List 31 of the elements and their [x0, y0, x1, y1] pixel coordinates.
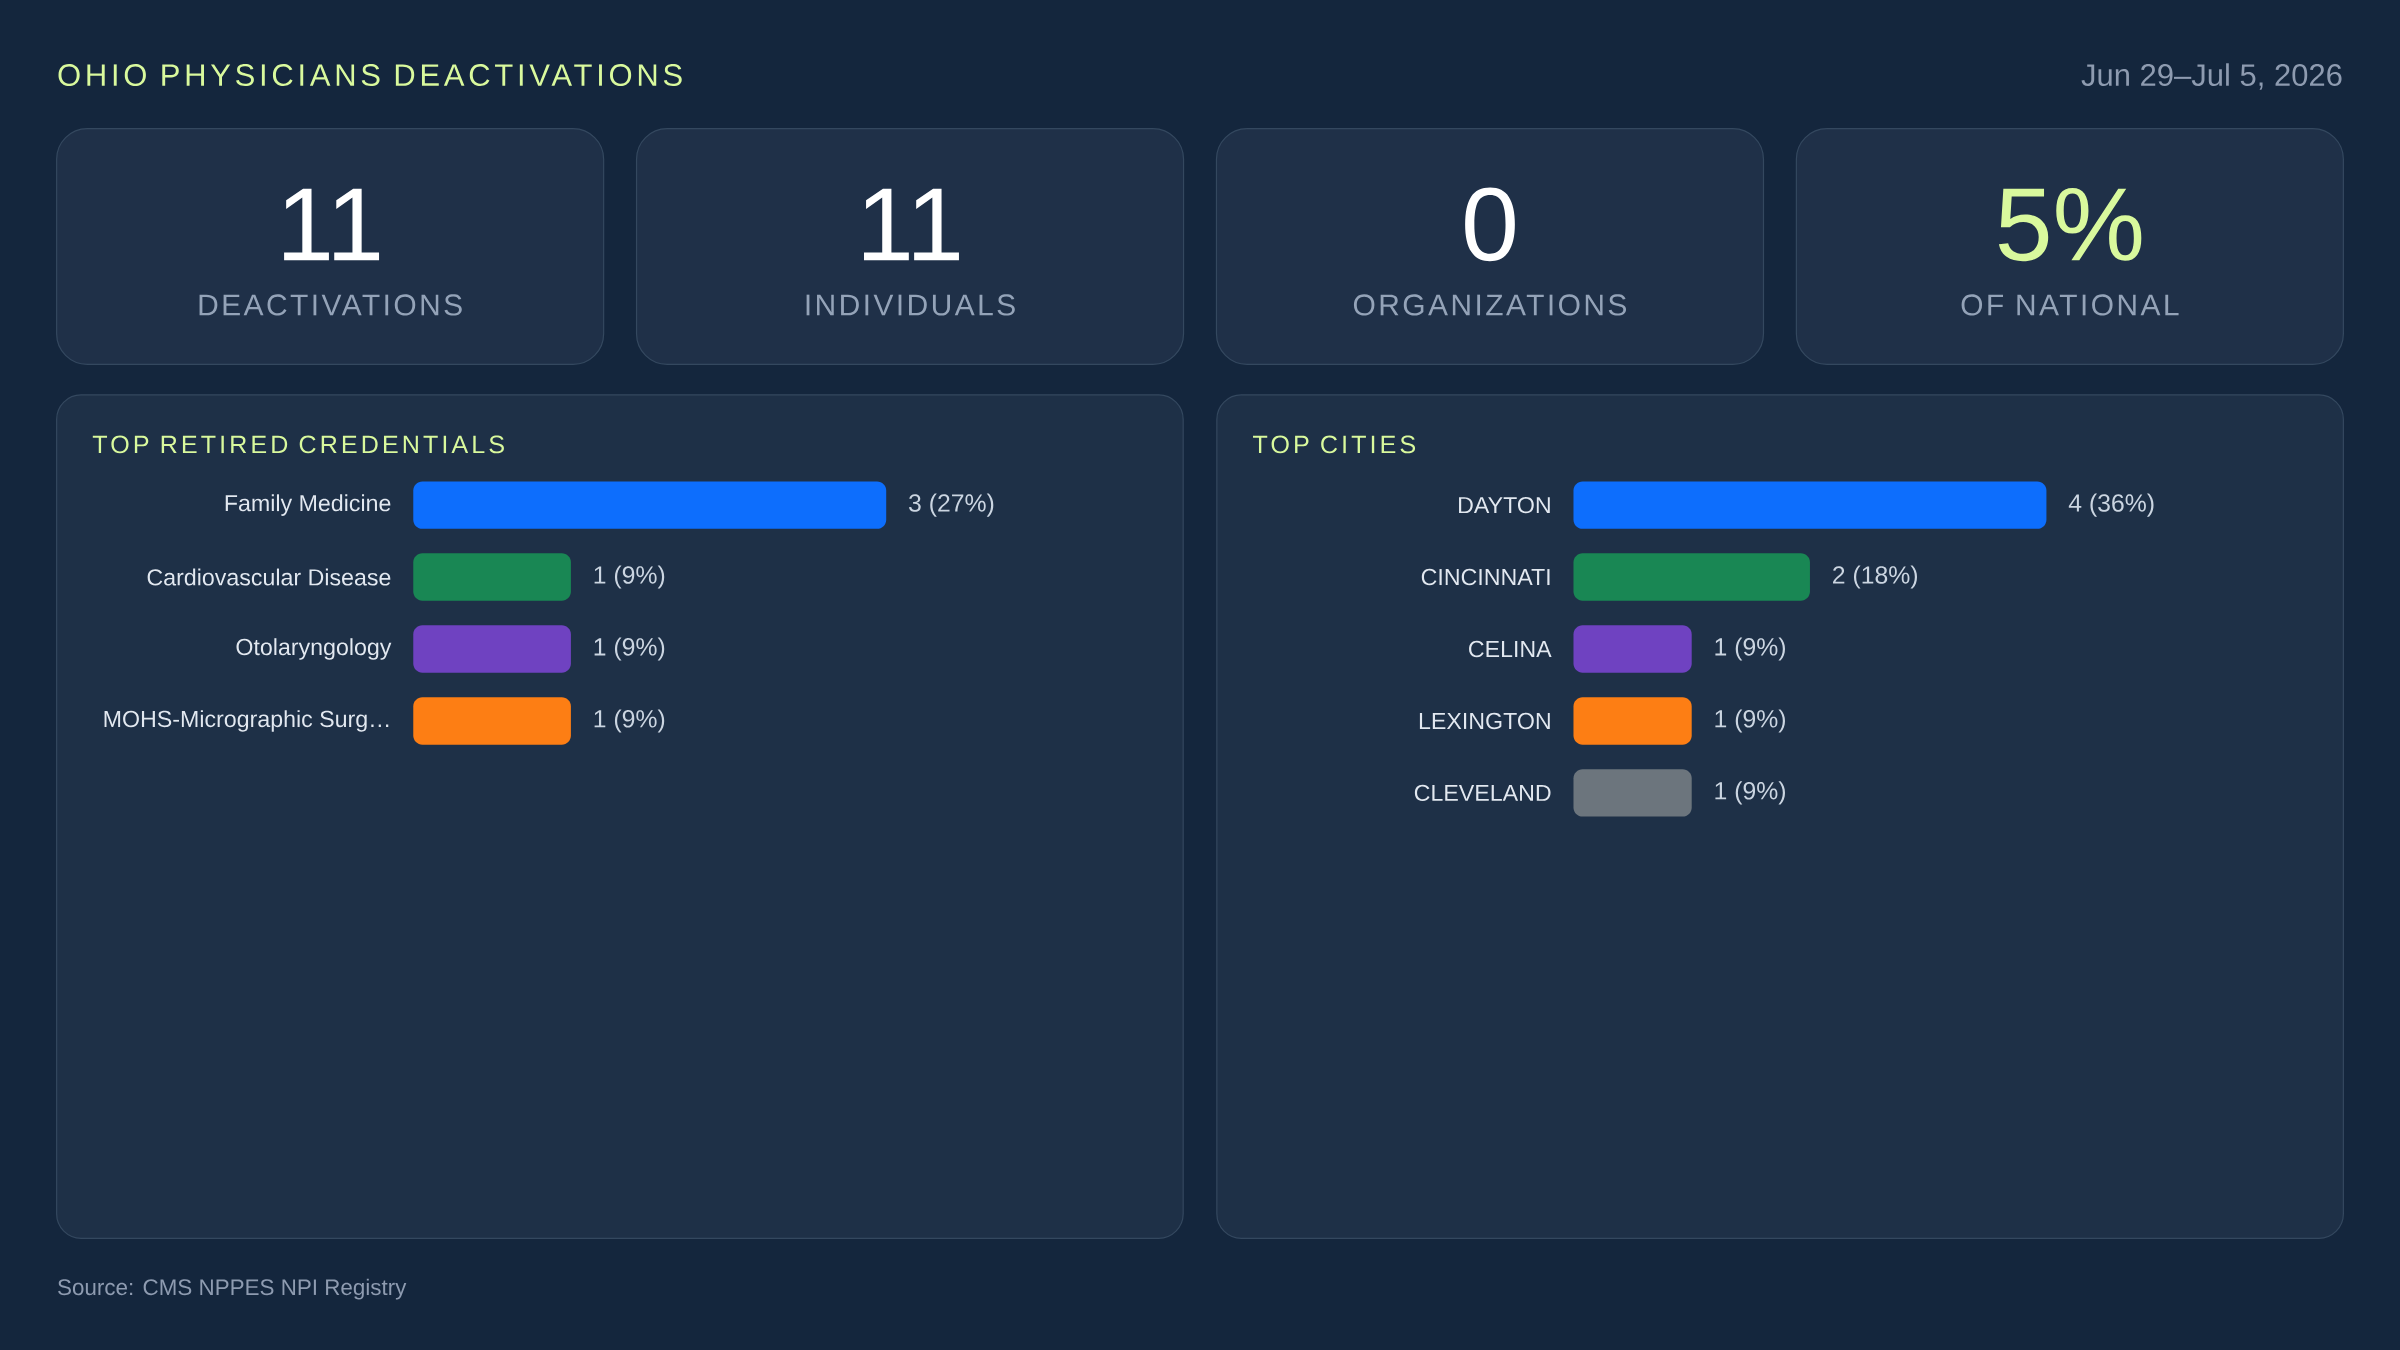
y-tick-label: Cardiovascular Disease	[147, 568, 391, 586]
y-tick-label: Family Medicine	[225, 494, 391, 516]
y-tick-label: LEXINGTON	[1419, 712, 1550, 730]
text: 11	[284, 188, 380, 261]
data-label: 1 (9%)	[1715, 781, 1785, 805]
text: Jun 29–Jul 5, 2026	[2081, 63, 2342, 90]
data-label: 2 (18%)	[1833, 565, 1918, 589]
category-label: OF NATIONAL	[1961, 294, 2179, 316]
data-label: 1 (9%)	[594, 637, 665, 661]
text: 0	[1465, 187, 1515, 262]
y-tick-label: DAYTON	[1459, 496, 1550, 514]
y-tick-label: Otolaryngology	[236, 638, 392, 660]
y-tick-label: MOHS-Micrographic Surg…	[104, 710, 389, 732]
text: 5%	[1998, 188, 2142, 262]
data-label: 1 (9%)	[1715, 709, 1785, 733]
y-tick-label: CINCINNATI	[1421, 568, 1550, 586]
chart-title: TOP RETIRED CREDENTIALS	[92, 435, 504, 454]
text: TOP CITIES	[1253, 435, 1416, 454]
source-note: Source: CMS NPPES NPI Registry	[58, 1278, 407, 1300]
data-label: 4 (36%)	[2068, 493, 2154, 517]
y-tick-label: CLEVELAND	[1414, 784, 1551, 802]
data-label: 1 (9%)	[594, 709, 665, 733]
y-tick-label: CELINA	[1469, 640, 1552, 658]
category-label: ORGANIZATIONS	[1353, 294, 1627, 316]
data-label: 1 (9%)	[1715, 637, 1785, 661]
text: 11	[864, 188, 959, 261]
category-label: INDIVIDUALS	[806, 294, 1015, 316]
text: OHIO PHYSICIANS DEACTIVATIONS	[58, 64, 682, 87]
data-label: 1 (9%)	[594, 565, 665, 589]
category-label: DEACTIVATIONS	[199, 294, 462, 316]
data-label: 3 (27%)	[908, 493, 994, 517]
